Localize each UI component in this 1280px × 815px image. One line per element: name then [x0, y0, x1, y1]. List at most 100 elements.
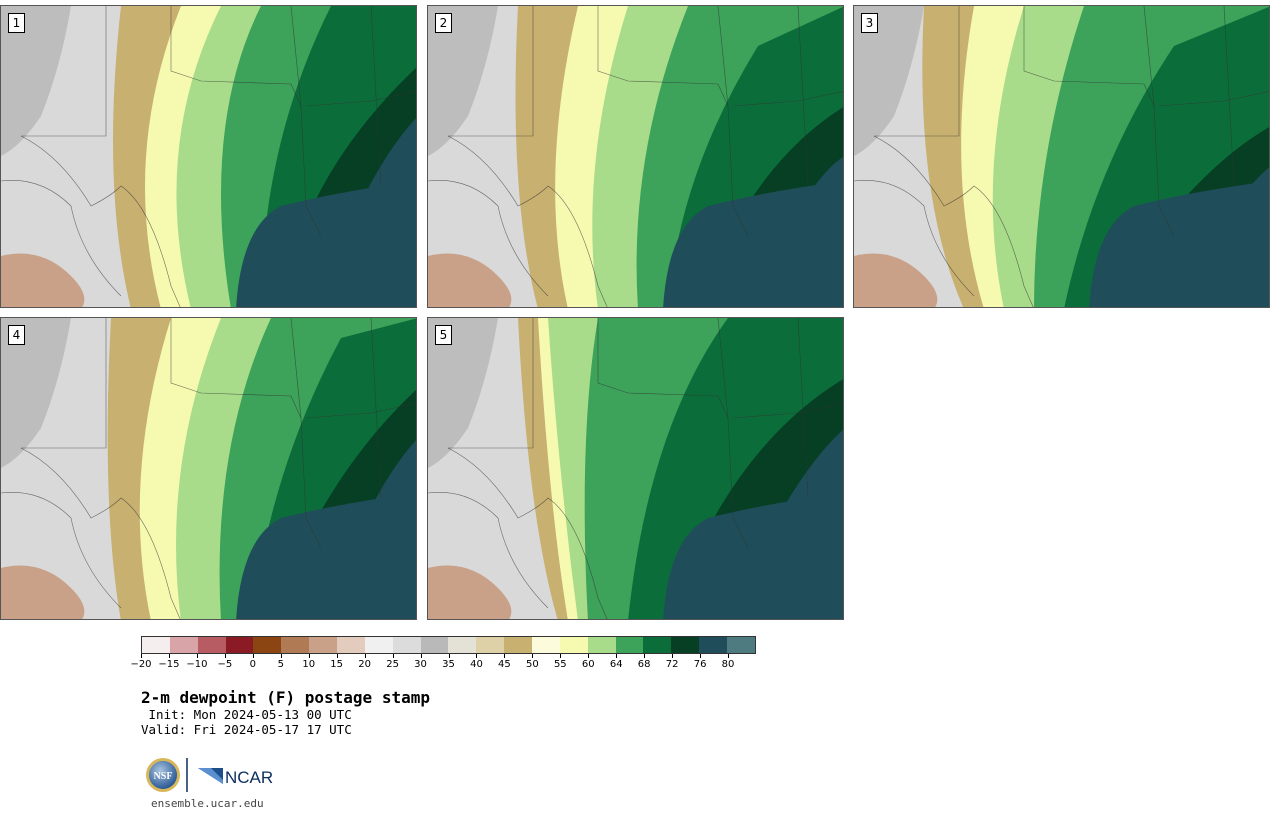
colorbar-ticks: −20 −15 −10 −5 0 5 10 15 20 25 30 35 40 45 50 55 60 64 68 7…: [130, 654, 756, 674]
boundary-line: [1, 492, 122, 609]
colorbar-tick-mark: [224, 654, 226, 658]
colorbar-tick-mark: [504, 654, 506, 658]
boundary-line: [448, 318, 534, 449]
colorbar-tick-label: 0: [249, 659, 256, 670]
colorbar-tick-mark: [672, 654, 674, 658]
colorbar-swatch: [699, 637, 728, 653]
colorbar-swatch: [337, 637, 365, 653]
map-panel-5: 5: [427, 317, 844, 620]
panel-number: 2: [435, 13, 452, 33]
colorbar-tick-label: −10: [186, 659, 208, 670]
map-panel-1: 1: [0, 5, 417, 308]
colorbar-tick-mark: [644, 654, 646, 658]
boundary-line: [597, 6, 729, 107]
colorbar-tick-label: 55: [553, 659, 567, 670]
colorbar-tick-mark: [700, 654, 702, 658]
boundary-line: [1, 180, 122, 297]
boundary-line: [1158, 91, 1269, 107]
terrain-patch: [428, 565, 512, 619]
gulf-of-mexico: [663, 493, 843, 619]
colorbar-tick-label: −15: [158, 659, 180, 670]
boundary-line: [170, 6, 302, 107]
map-panel-3: 3: [853, 5, 1270, 308]
colorbar-tick-label: 10: [302, 659, 316, 670]
colorbar-swatch: [253, 637, 282, 653]
gulf-of-mexico: [663, 181, 843, 307]
boundary-line: [447, 447, 608, 619]
boundary-line: [170, 318, 302, 419]
boundary-line: [797, 318, 809, 499]
colorbar-tick-mark: [280, 654, 282, 658]
boundary-line: [797, 6, 809, 187]
terrain-patch: [1, 253, 85, 307]
colorbar-tick-label: 80: [721, 659, 735, 670]
colorbar-swatch: [142, 637, 170, 653]
init-time: Init: Mon 2024-05-13 00 UTC: [141, 707, 352, 722]
colorbar-swatch: [309, 637, 338, 653]
colorbar-swatch: [615, 637, 644, 653]
colorbar-tick-mark: [616, 654, 618, 658]
gulf-of-mexico: [236, 493, 416, 619]
terrain-patch: [854, 6, 924, 156]
boundary-line: [370, 318, 382, 499]
boundary-line: [597, 318, 729, 419]
dewpoint-map: [428, 6, 843, 307]
colorbar-tick-label: −5: [217, 659, 233, 670]
colorbar-tick-label: 20: [358, 659, 371, 670]
colorbar-tick-mark: [196, 654, 198, 658]
colorbar-swatch: [643, 637, 672, 653]
colorbar-tick-label: 30: [414, 659, 427, 670]
dewpoint-map: [1, 6, 416, 307]
terrain-patch: [428, 318, 498, 468]
colorbar-swatch: [420, 637, 449, 653]
colorbar-tick-label: 40: [470, 659, 483, 670]
svg-text:NCAR: NCAR: [225, 768, 273, 787]
colorbar-tick-label: 64: [609, 659, 623, 670]
colorbar-swatch: [504, 637, 533, 653]
plot-title: 2-m dewpoint (F) postage stamp: [141, 688, 430, 707]
colorbar: [141, 636, 756, 654]
colorbar-tick-mark: [141, 654, 142, 658]
dewpoint-map: [854, 6, 1269, 307]
colorbar-swatch: [587, 637, 616, 653]
boundary-line: [732, 91, 843, 107]
boundary-line: [21, 318, 107, 449]
colorbar-tick-label: 60: [581, 659, 595, 670]
gulf-of-mexico: [236, 181, 416, 307]
terrain-patch: [428, 6, 498, 156]
terrain-patch: [1, 318, 71, 468]
colorbar-tick-mark: [336, 654, 338, 658]
boundary-line: [873, 135, 1034, 307]
colorbar-tick-label: 25: [386, 659, 399, 670]
colorbar-tick-mark: [420, 654, 422, 658]
terrain-patch: [1, 6, 71, 156]
map-panel-2: 2: [427, 5, 844, 308]
dewpoint-map: [1, 318, 416, 619]
terrain-patch: [1, 565, 85, 619]
colorbar-swatch: [197, 637, 226, 653]
colorbar-swatch: [671, 637, 700, 653]
boundary-line: [1143, 6, 1175, 237]
boundary-line: [20, 447, 181, 619]
colorbar-swatch: [476, 637, 505, 653]
boundary-line: [21, 6, 107, 137]
panel-number: 5: [435, 325, 452, 345]
gulf-of-mexico: [1089, 181, 1269, 307]
colorbar-tick-label: 50: [525, 659, 539, 670]
panel-number: 4: [8, 325, 25, 345]
dewpoint-map: [428, 318, 843, 619]
colorbar-tick-mark: [728, 654, 730, 658]
colorbar-tick-mark: [476, 654, 478, 658]
ncar-logo-icon: NCAR: [198, 768, 273, 787]
boundary-line: [732, 403, 843, 419]
colorbar-swatch: [392, 637, 421, 653]
boundary-line: [370, 6, 382, 187]
boundary-line: [290, 318, 322, 549]
colorbar-tick-mark: [252, 654, 254, 658]
colorbar-tick-mark: [448, 654, 450, 658]
map-panel-4: 4: [0, 317, 417, 620]
colorbar-tick-label: 35: [442, 659, 455, 670]
colorbar-tick-mark: [308, 654, 310, 658]
boundary-line: [448, 6, 534, 137]
boundary-line: [305, 91, 416, 107]
